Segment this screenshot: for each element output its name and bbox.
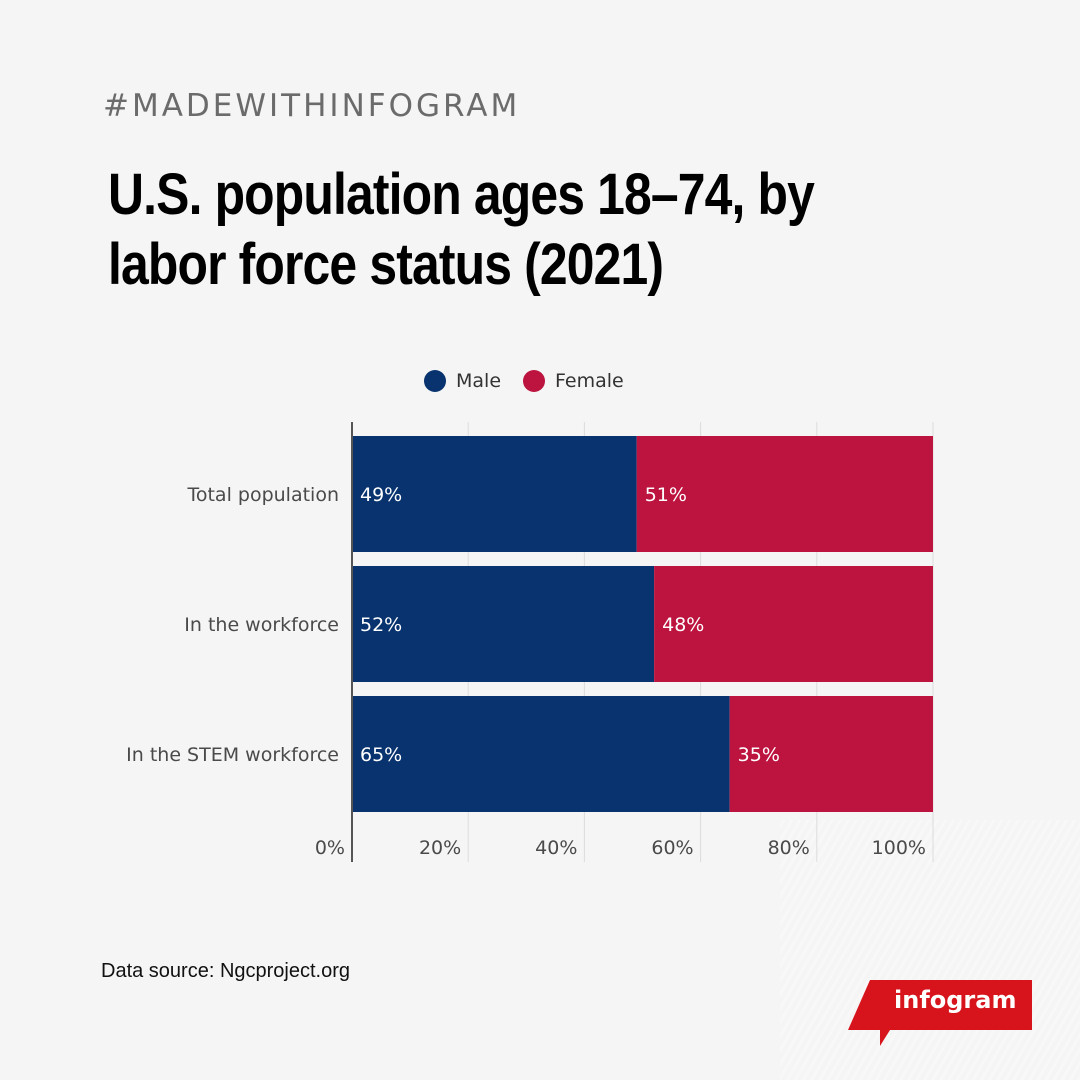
category-label: Total population bbox=[186, 484, 339, 506]
bar-male-1[interactable] bbox=[352, 436, 637, 552]
x-tick-label: 100% bbox=[872, 837, 926, 859]
chart-title: U.S. population ages 18–74, by labor for… bbox=[108, 162, 815, 297]
background-pattern bbox=[780, 820, 1080, 1080]
data-source: Data source: Ngcproject.org bbox=[101, 960, 351, 982]
x-tick-label: 80% bbox=[768, 837, 810, 859]
bar-female-2[interactable] bbox=[654, 566, 933, 682]
data-label-male-1: 49% bbox=[360, 484, 402, 506]
x-tick-label: 20% bbox=[419, 837, 461, 859]
bar-female-1[interactable] bbox=[636, 436, 933, 552]
infogram-logo-text[interactable]: infogram bbox=[894, 986, 1017, 1014]
data-label-male-3: 65% bbox=[360, 744, 402, 766]
data-label-female-1: 51% bbox=[645, 484, 687, 506]
legend: Male Female bbox=[424, 370, 646, 392]
legend-item-male[interactable]: Male bbox=[424, 370, 501, 392]
legend-swatch-female bbox=[523, 370, 546, 392]
data-label-female-2: 48% bbox=[662, 614, 704, 636]
x-tick-label: 60% bbox=[651, 837, 693, 859]
data-label-female-3: 35% bbox=[738, 744, 780, 766]
bar-female-3[interactable] bbox=[729, 696, 933, 812]
category-label: In the STEM workforce bbox=[126, 744, 339, 766]
bar-chart: 49% 51% Total population 52% 48% In the workf… bbox=[126, 422, 934, 862]
legend-swatch-male bbox=[424, 370, 446, 392]
legend-label-female: Female bbox=[555, 370, 624, 392]
bar-male-2[interactable] bbox=[352, 566, 655, 682]
category-label: In the workforce bbox=[184, 614, 339, 636]
infogram-logo[interactable] bbox=[848, 980, 1032, 1050]
x-tick-label: 0% bbox=[315, 837, 345, 859]
bar-male-3[interactable] bbox=[352, 696, 730, 812]
legend-label-male: Male bbox=[456, 370, 502, 392]
data-label-male-2: 52% bbox=[360, 614, 402, 636]
hashtag: #MADEWITHINFOGRAM bbox=[103, 88, 521, 124]
x-tick-label: 40% bbox=[535, 837, 577, 859]
legend-item-female[interactable]: Female bbox=[523, 370, 624, 392]
